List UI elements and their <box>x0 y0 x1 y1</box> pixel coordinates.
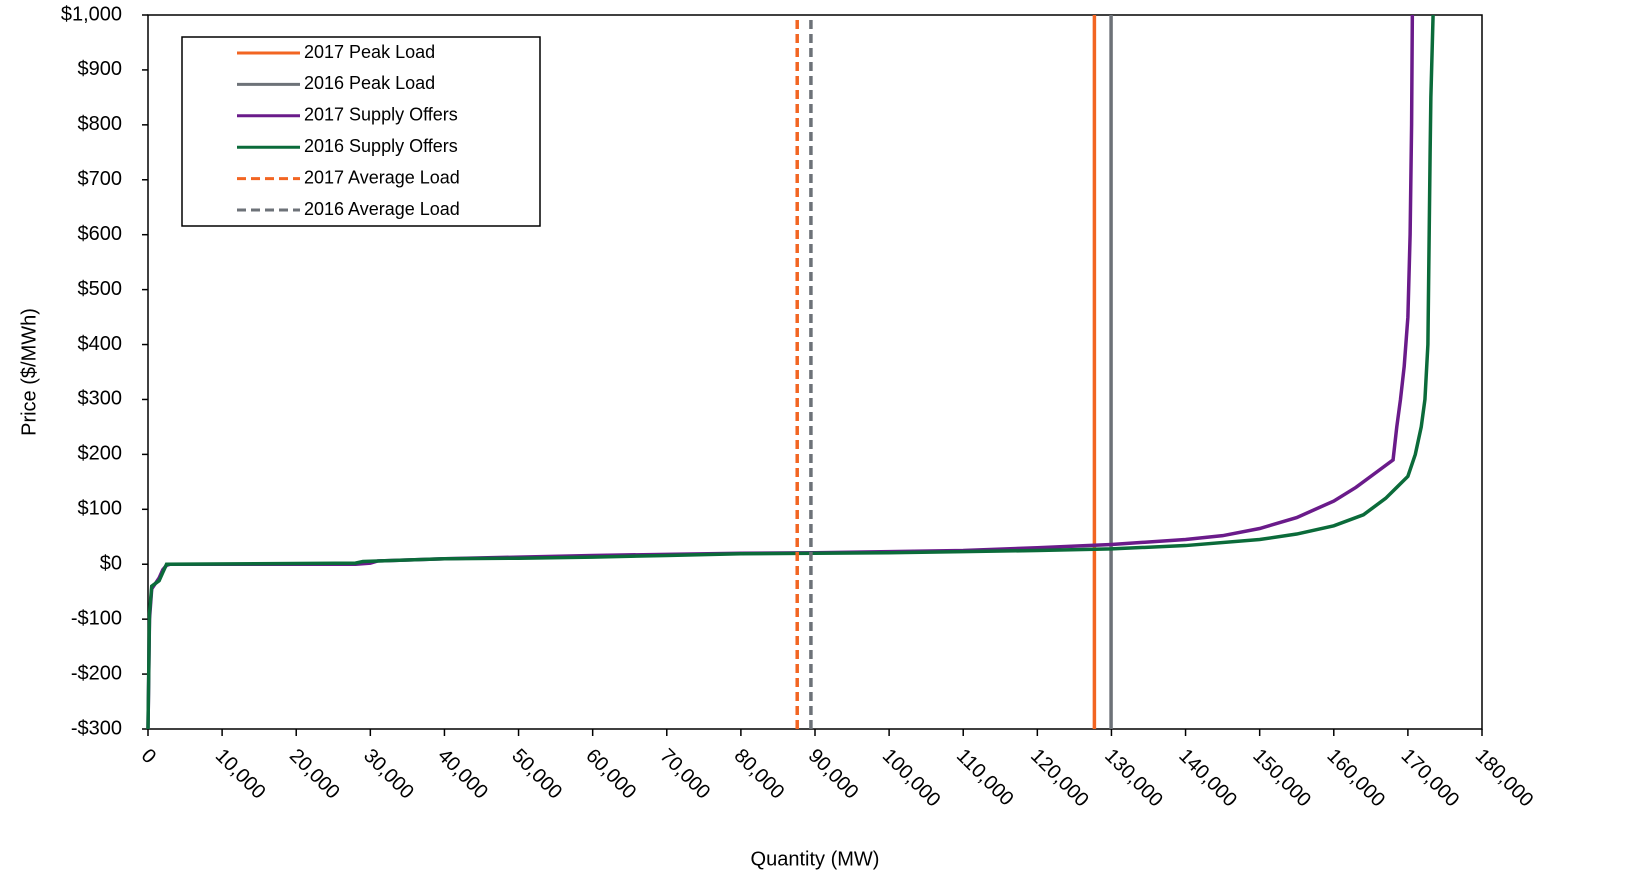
legend-text: 2017 Peak Load <box>304 42 435 62</box>
legend: 2017 Peak Load 2016 Peak Load 2017 Supply … <box>181 36 541 227</box>
y-tick-label: $800 <box>78 113 123 135</box>
legend-text: 2016 Peak Load <box>304 73 435 93</box>
legend-text: 2016 Supply Offers <box>304 136 458 156</box>
x-tick-label: 100,000 <box>878 745 945 812</box>
series-line <box>146 14 1435 730</box>
x-tick-label: 110,000 <box>952 745 1018 811</box>
y-tick-label: $200 <box>78 443 123 465</box>
legend-text: 2017 Average Load <box>304 167 460 187</box>
y-tick-label: -$300 <box>71 717 122 739</box>
x-tick-label: 150,000 <box>1248 745 1315 812</box>
x-tick-label: 0 <box>137 745 160 768</box>
y-tick-label: $400 <box>78 333 123 355</box>
x-tick-label: 30,000 <box>359 745 418 804</box>
x-tick-label: 50,000 <box>507 745 566 804</box>
x-tick-label: 140,000 <box>1174 745 1241 812</box>
x-tick-label: 170,000 <box>1397 745 1464 812</box>
y-tick-label: -$100 <box>71 607 122 629</box>
x-tick-label: 90,000 <box>804 745 863 804</box>
y-tick-label: -$200 <box>71 662 122 684</box>
y-tick-label: $0 <box>100 553 122 575</box>
x-tick-label: 160,000 <box>1323 745 1390 812</box>
y-tick-label: $300 <box>78 388 123 410</box>
y-axis-title: Price ($/MWh) <box>18 308 40 436</box>
y-tick-label: $600 <box>78 223 123 245</box>
x-tick-label: 80,000 <box>730 745 789 804</box>
x-tick-label: 10,000 <box>211 745 270 804</box>
x-tick-label: 130,000 <box>1100 745 1167 812</box>
y-tick-label: $500 <box>78 278 123 300</box>
y-tick-label: $700 <box>78 168 123 190</box>
x-axis-title: Quantity (MW) <box>751 848 880 870</box>
x-tick-label: 40,000 <box>433 745 492 804</box>
y-tick-label: $1,000 <box>61 3 122 25</box>
y-tick-label: $100 <box>78 498 123 520</box>
y-tick-label: $900 <box>78 58 123 80</box>
x-tick-label: 60,000 <box>581 745 640 804</box>
legend-text: 2016 Average Load <box>304 199 460 219</box>
x-tick-label: 20,000 <box>285 745 344 804</box>
x-tick-label: 180,000 <box>1471 745 1538 812</box>
x-tick-label: 120,000 <box>1026 745 1093 812</box>
legend-box <box>181 36 541 227</box>
legend-text: 2017 Supply Offers <box>304 105 458 125</box>
x-tick-label: 70,000 <box>656 745 715 804</box>
